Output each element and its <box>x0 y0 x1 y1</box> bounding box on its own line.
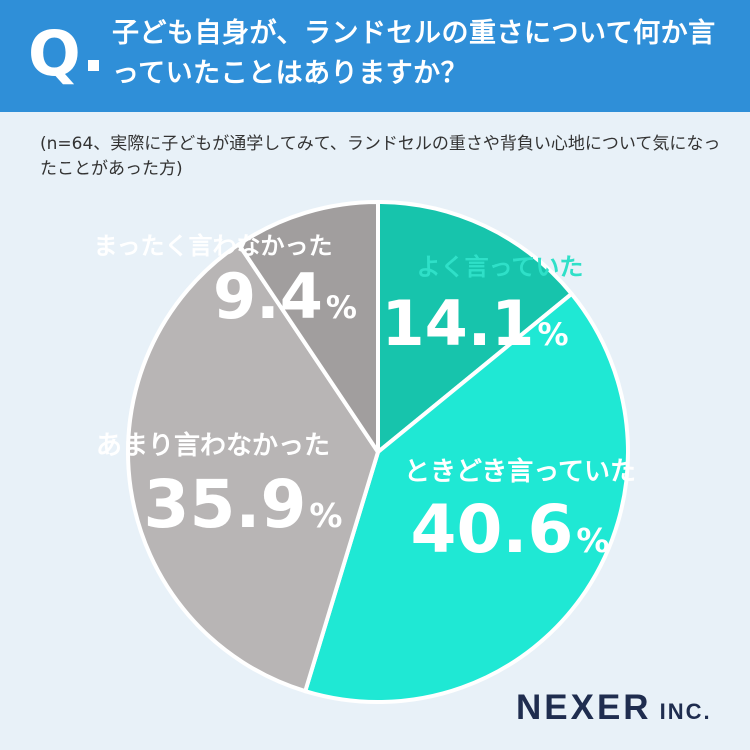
pie-slice <box>303 291 630 704</box>
question-text: 子ども自身が、ランドセルの重さについて何か言っていたことはありますか？ <box>112 18 716 89</box>
brand-name: NEXER <box>516 688 652 727</box>
slice-label: ときどき言っていた <box>404 457 636 487</box>
slice-label: まったく言わなかった <box>93 232 332 260</box>
slice-value: 35.9% <box>144 466 343 543</box>
brand-suffix: INC. <box>659 699 712 724</box>
slice-value: 40.6% <box>411 491 610 568</box>
q-mark: Q <box>28 17 81 90</box>
question-header: Q 子ども自身が、ランドセルの重さについて何か言っていたことはありますか？ <box>0 0 750 112</box>
slice-label: あまり言わなかった <box>96 431 330 461</box>
brand-logo: NEXER INC. <box>516 688 712 732</box>
pie-slice <box>126 242 380 694</box>
slice-label: よく言っていた <box>417 253 584 281</box>
q-mark-dot <box>88 60 99 71</box>
pie-slice <box>376 200 574 454</box>
sample-note: (n=64、実際に子どもが通学してみて、ランドセルの重さや背負い心地について気に… <box>40 134 721 179</box>
pie-slice <box>236 200 380 454</box>
slice-value: 14.1% <box>381 287 568 360</box>
slice-value: 9.4% <box>213 260 357 333</box>
